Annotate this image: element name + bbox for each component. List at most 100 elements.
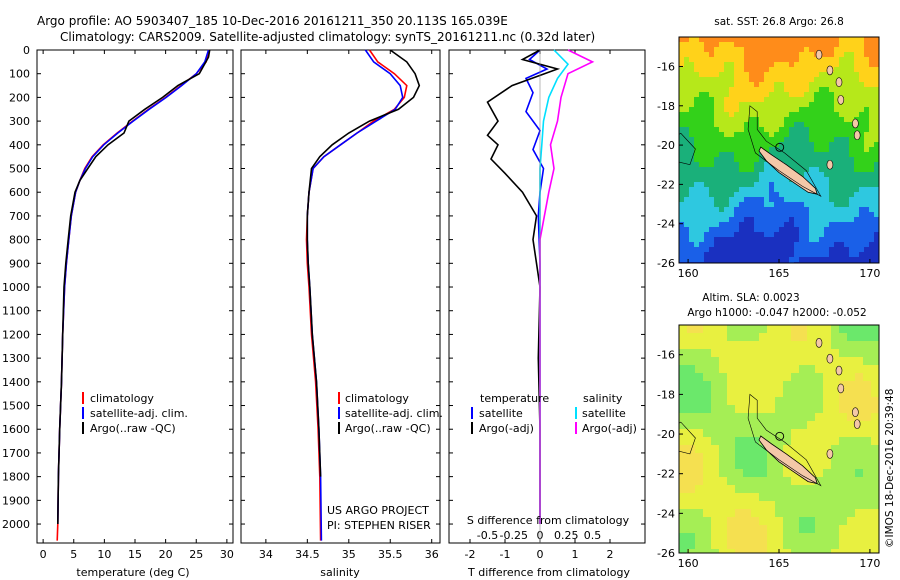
map-cell: [751, 477, 760, 486]
map-cell: [859, 172, 865, 178]
map-cell: [809, 207, 815, 213]
map-cell: [791, 445, 800, 454]
map-cell: [679, 525, 688, 534]
map-cell: [774, 72, 780, 78]
map-cell: [769, 62, 775, 68]
map-cell: [769, 42, 775, 48]
map-cell: [854, 102, 860, 108]
map-cell: [829, 197, 835, 203]
map-cell: [699, 212, 705, 218]
map-cell: [729, 112, 735, 118]
map-cell: [844, 172, 850, 178]
map-cell: [729, 252, 735, 258]
map-cell: [759, 82, 765, 88]
map-cell: [709, 187, 715, 193]
map-cell: [684, 57, 690, 63]
map-cell: [739, 212, 745, 218]
map-cell: [714, 222, 720, 228]
map-cell: [769, 177, 775, 183]
map-cell: [759, 197, 765, 203]
map-cell: [719, 252, 725, 258]
map-cell: [739, 177, 745, 183]
map-cell: [809, 247, 815, 253]
map-cell: [727, 405, 736, 414]
map-cell: [719, 187, 725, 193]
map-cell: [831, 357, 840, 366]
map-cell: [699, 227, 705, 233]
map-cell: [687, 349, 696, 358]
map-cell: [799, 541, 808, 550]
map-cell: [749, 67, 755, 73]
map-cell: [729, 142, 735, 148]
map-cell: [769, 222, 775, 228]
map-cell: [804, 162, 810, 168]
map-cell: [784, 182, 790, 188]
map-cell: [724, 77, 730, 83]
map-cell: [819, 217, 825, 223]
map-cell: [695, 357, 704, 366]
map-cell: [711, 477, 720, 486]
map-cell: [679, 172, 685, 178]
map-cell: [684, 237, 690, 243]
map-cell: [819, 152, 825, 158]
map-cell: [829, 112, 835, 118]
map-cell: [779, 202, 785, 208]
map-cell: [734, 97, 740, 103]
map-cell: [809, 192, 815, 198]
map-cell: [709, 62, 715, 68]
map-cell: [724, 217, 730, 223]
map-cell: [824, 167, 830, 173]
map-cell: [687, 341, 696, 350]
map-cell: [794, 167, 800, 173]
map-cell: [711, 389, 720, 398]
map-cell: [759, 325, 768, 334]
map-cell: [863, 373, 872, 382]
map-cell: [809, 142, 815, 148]
map-cell: [684, 172, 690, 178]
map-cell: [779, 42, 785, 48]
map-cell: [809, 47, 815, 53]
map-cell: [743, 453, 752, 462]
map-cell: [779, 52, 785, 58]
map-cell: [814, 132, 820, 138]
map-cell: [799, 232, 805, 238]
map-cell: [759, 333, 768, 342]
lat-tick-label: -16: [657, 60, 675, 73]
map-cell: [815, 349, 824, 358]
map-cell: [864, 132, 870, 138]
map-cell: [719, 92, 725, 98]
map-cell: [814, 97, 820, 103]
map-cell: [764, 257, 770, 263]
map-cell: [735, 445, 744, 454]
map-cell: [775, 389, 784, 398]
map-cell: [724, 167, 730, 173]
x2-tick-label: 0.5: [584, 529, 602, 542]
map-cell: [854, 142, 860, 148]
map-cell: [779, 122, 785, 128]
map-cell: [784, 67, 790, 73]
map-cell: [759, 87, 765, 93]
map-cell: [739, 122, 745, 128]
map-cell: [847, 461, 856, 470]
map-cell: [764, 77, 770, 83]
map-cell: [814, 112, 820, 118]
map-cell: [754, 242, 760, 248]
island: [837, 95, 845, 105]
map-cell: [874, 147, 879, 153]
map-cell: [829, 232, 835, 238]
depth-tick-label: 100: [9, 68, 30, 81]
map-cell: [714, 122, 720, 128]
map-cell: [804, 152, 810, 158]
map-cell: [751, 469, 760, 478]
map-cell: [844, 107, 850, 113]
map-cell: [699, 222, 705, 228]
x-tick-label: 0: [40, 548, 47, 561]
map-cell: [864, 142, 870, 148]
map-cell: [794, 82, 800, 88]
map-cell: [809, 232, 815, 238]
map-cell: [847, 525, 856, 534]
map-cell: [819, 57, 825, 63]
map-cell: [764, 172, 770, 178]
legend-header-salinity: salinity: [583, 392, 623, 405]
map-cell: [871, 501, 879, 510]
